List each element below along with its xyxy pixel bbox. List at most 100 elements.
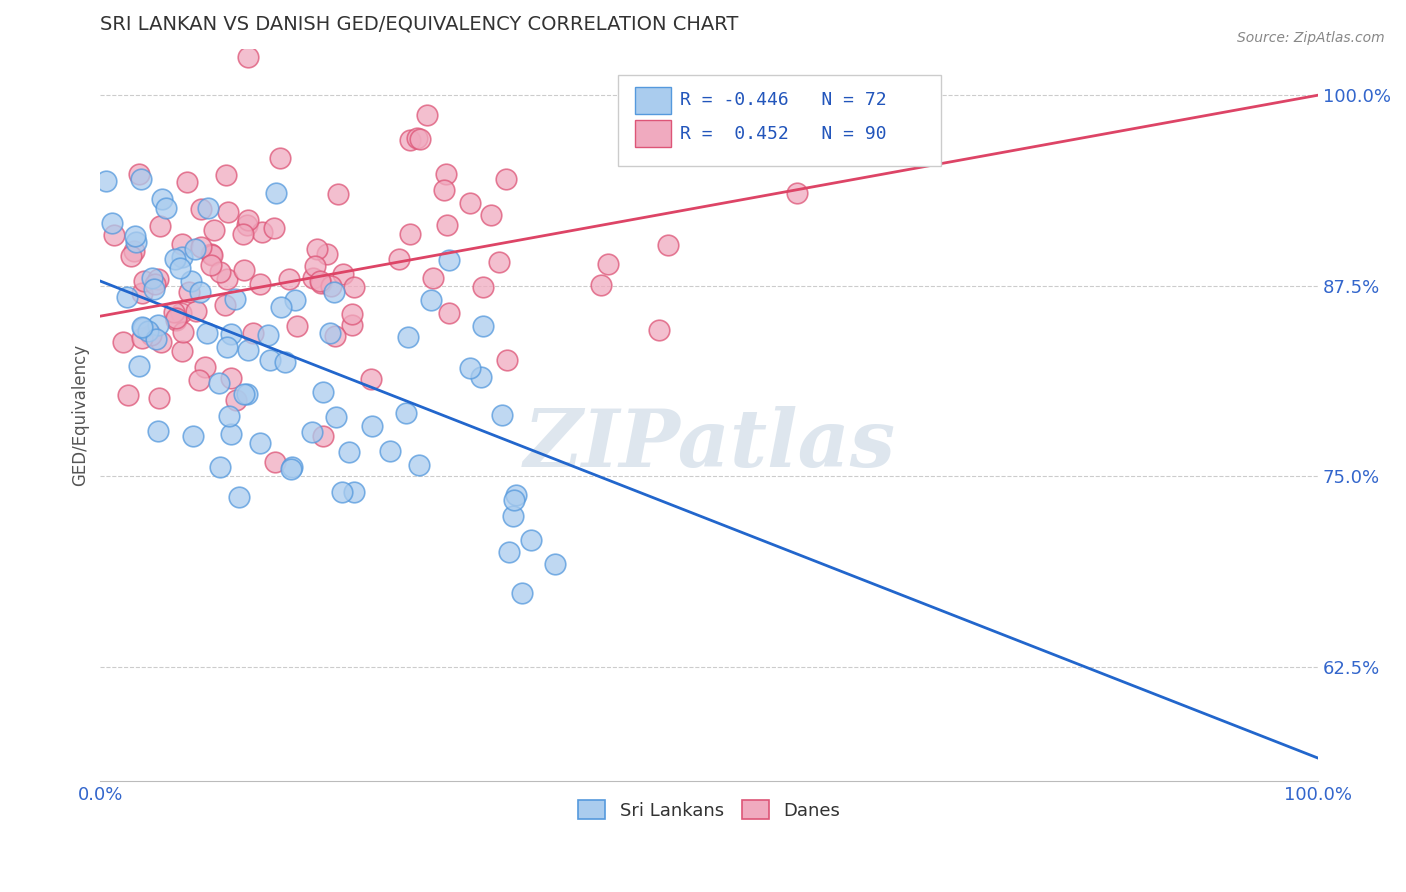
Point: [470, 369, 492, 384]
Point: [332, 267, 354, 281]
Point: [319, 326, 342, 341]
Point: [217, 205, 239, 219]
Point: [406, 131, 429, 145]
Point: [236, 343, 259, 357]
Point: [170, 344, 193, 359]
Point: [471, 280, 494, 294]
Point: [591, 278, 613, 293]
Point: [217, 340, 239, 354]
Point: [340, 307, 363, 321]
Point: [249, 435, 271, 450]
Point: [177, 285, 200, 299]
Point: [458, 196, 481, 211]
FancyBboxPatch shape: [617, 75, 941, 167]
Point: [284, 293, 307, 308]
Point: [148, 272, 170, 286]
Point: [209, 265, 232, 279]
Point: [131, 330, 153, 344]
Point: [264, 186, 287, 201]
Point: [471, 318, 494, 333]
Point: [235, 387, 257, 401]
Point: [307, 242, 329, 256]
Text: R = -0.446   N = 72: R = -0.446 N = 72: [681, 91, 887, 110]
Point: [195, 326, 218, 341]
Point: [786, 186, 808, 200]
Point: [648, 323, 671, 337]
Point: [208, 376, 231, 390]
Point: [202, 223, 225, 237]
Point: [128, 359, 150, 373]
Point: [343, 484, 366, 499]
Point: [458, 361, 481, 376]
Point: [340, 318, 363, 332]
Point: [479, 208, 502, 222]
Point: [502, 493, 524, 508]
FancyBboxPatch shape: [636, 87, 672, 114]
Point: [437, 306, 460, 320]
Point: [304, 259, 326, 273]
Point: [488, 255, 510, 269]
Point: [270, 300, 292, 314]
Point: [236, 218, 259, 232]
Point: [208, 459, 231, 474]
Point: [399, 227, 422, 242]
Text: Source: ZipAtlas.com: Source: ZipAtlas.com: [1237, 31, 1385, 45]
Point: [408, 458, 430, 472]
Point: [309, 274, 332, 288]
Point: [148, 392, 170, 406]
Point: [218, 409, 240, 423]
Point: [242, 326, 264, 340]
Point: [215, 168, 238, 182]
Point: [172, 237, 194, 252]
Point: [194, 359, 217, 374]
Point: [505, 488, 527, 502]
Point: [221, 326, 243, 341]
Point: [433, 183, 456, 197]
Point: [183, 242, 205, 256]
Point: [128, 167, 150, 181]
Point: [188, 373, 211, 387]
Point: [250, 225, 273, 239]
Point: [131, 285, 153, 300]
Point: [422, 271, 444, 285]
Point: [120, 249, 142, 263]
Point: [124, 229, 146, 244]
Point: [201, 248, 224, 262]
Point: [176, 175, 198, 189]
Point: [330, 484, 353, 499]
Point: [281, 460, 304, 475]
Point: [437, 253, 460, 268]
Point: [190, 285, 212, 299]
Point: [163, 305, 186, 319]
Point: [122, 244, 145, 259]
Point: [316, 247, 339, 261]
Point: [219, 371, 242, 385]
Point: [395, 406, 418, 420]
Point: [228, 490, 250, 504]
Point: [657, 238, 679, 252]
Point: [232, 227, 254, 241]
Point: [170, 306, 193, 320]
Point: [117, 388, 139, 402]
Point: [319, 279, 342, 293]
Point: [150, 193, 173, 207]
Point: [280, 461, 302, 475]
Point: [155, 202, 177, 216]
Point: [111, 334, 134, 349]
Point: [399, 133, 422, 147]
Point: [215, 271, 238, 285]
Point: [219, 427, 242, 442]
Point: [259, 352, 281, 367]
Point: [274, 355, 297, 369]
Text: SRI LANKAN VS DANISH GED/EQUIVALENCY CORRELATION CHART: SRI LANKAN VS DANISH GED/EQUIVALENCY COR…: [100, 15, 738, 34]
Point: [326, 187, 349, 202]
Point: [387, 252, 409, 267]
Point: [233, 386, 256, 401]
Point: [263, 455, 285, 469]
Point: [278, 272, 301, 286]
Point: [420, 293, 443, 308]
Point: [322, 285, 344, 300]
Point: [172, 325, 194, 339]
Point: [141, 327, 163, 342]
Point: [190, 202, 212, 216]
